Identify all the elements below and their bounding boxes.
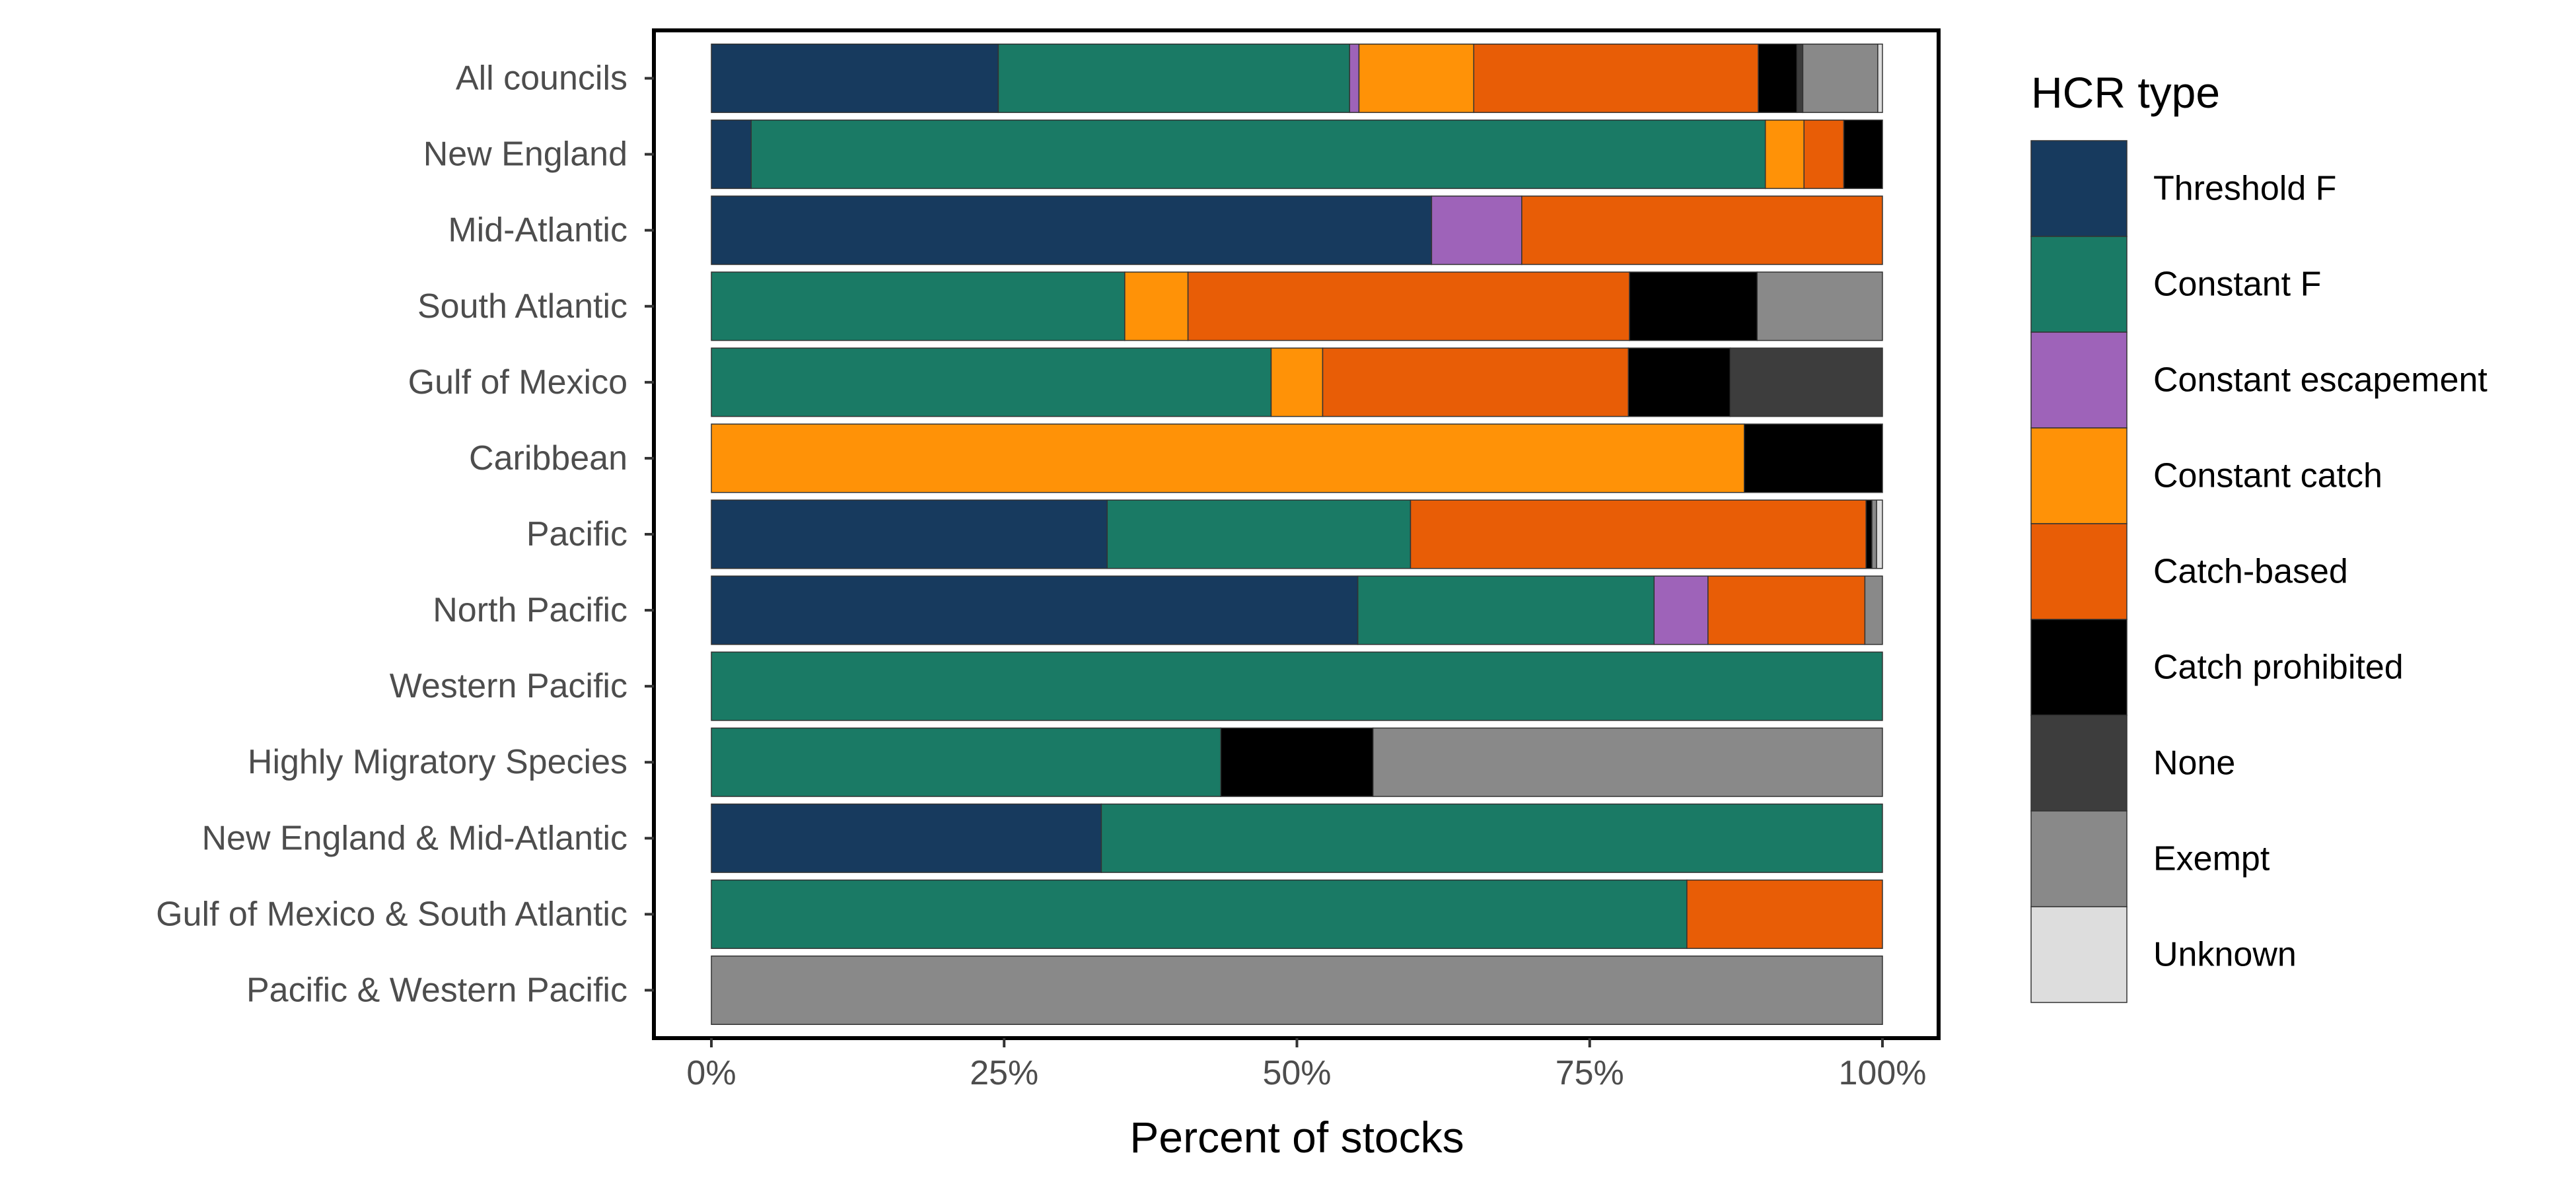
legend-label: Catch-based <box>2153 553 2348 591</box>
category-label: All councils <box>456 59 627 98</box>
category-label: New England & Mid-Atlantic <box>201 819 627 857</box>
bar-segment <box>1431 195 1522 265</box>
bar-segment <box>1187 271 1630 341</box>
bar-segment <box>1758 44 1798 114</box>
bar-segment <box>711 803 1102 873</box>
x-tick-label: 100% <box>1839 1054 1927 1092</box>
bar-segment <box>711 347 1272 417</box>
bar-segment <box>1124 271 1189 341</box>
legend-title: HCR type <box>2031 68 2220 117</box>
x-axis-title: Percent of stocks <box>1129 1113 1464 1162</box>
bar-segment <box>750 120 1766 190</box>
category-label: Gulf of Mexico & South Atlantic <box>156 895 627 933</box>
category-label: Pacific <box>526 515 627 553</box>
category-label: Caribbean <box>469 439 627 477</box>
bar-segment <box>1865 499 1873 569</box>
bar-segment <box>1802 44 1878 114</box>
bar-segment <box>1521 195 1883 265</box>
legend-label: Constant catch <box>2153 457 2382 495</box>
legend-label: None <box>2153 744 2235 783</box>
category-label: Highly Migratory Species <box>248 743 627 781</box>
bar-segment <box>1349 44 1360 114</box>
bar-segment <box>1707 575 1866 645</box>
bar-segment <box>711 195 1433 265</box>
legend-label: Unknown <box>2153 936 2297 974</box>
bar-segment <box>711 120 752 190</box>
legend-key <box>2030 619 2128 716</box>
bar-segment <box>1871 499 1877 569</box>
bar-segment <box>1357 575 1655 645</box>
legend-label: Threshold F <box>2153 170 2336 208</box>
bar-segment <box>711 271 1126 341</box>
legend-key <box>2030 427 2128 524</box>
category-label: Pacific & Western Pacific <box>246 971 627 1009</box>
bar-segment <box>1877 44 1883 114</box>
bar-segment <box>1764 120 1805 190</box>
bar-segment <box>1653 575 1709 645</box>
legend-key <box>2030 236 2128 333</box>
bar-segment <box>1629 271 1758 341</box>
legend-label: Exempt <box>2153 840 2270 878</box>
bar-segment <box>711 499 1108 569</box>
bar-segment <box>711 44 999 114</box>
bar-segment <box>1628 347 1731 417</box>
bar-segment <box>1100 803 1883 873</box>
legend-label: Constant escapement <box>2153 361 2487 400</box>
category-label: Mid-Atlantic <box>448 211 627 250</box>
category-labels: All councils New England Mid-Atlantic South… <box>156 59 654 1009</box>
bar-segment <box>1410 499 1867 569</box>
x-tick-label: 75% <box>1556 1054 1624 1092</box>
legend-key <box>2030 810 2128 907</box>
legend-label: Constant F <box>2153 265 2321 304</box>
bar-segment <box>711 727 1222 797</box>
category-label: New England <box>423 135 627 174</box>
bar-segment <box>711 955 1883 1025</box>
category-label: Western Pacific <box>390 667 627 705</box>
bar-segment <box>1322 347 1629 417</box>
bars-layer <box>711 44 1883 1025</box>
bar-segment <box>1358 44 1474 114</box>
category-label: North Pacific <box>433 591 627 629</box>
bar-segment <box>1686 879 1883 949</box>
legend-key <box>2030 906 2128 1003</box>
legend: Threshold F Constant F Constant escapement… <box>2030 140 2487 1003</box>
bar-segment <box>1744 423 1883 493</box>
bar-segment <box>711 879 1688 949</box>
category-label: Gulf of Mexico <box>408 363 627 402</box>
x-tick-label: 25% <box>970 1054 1038 1092</box>
bar-segment <box>1270 347 1324 417</box>
bar-segment <box>1220 727 1374 797</box>
x-tick-label: 0% <box>686 1054 736 1092</box>
bar-segment <box>1756 271 1883 341</box>
category-label: South Atlantic <box>417 287 627 326</box>
bar-segment <box>1876 499 1883 569</box>
bar-segment <box>1372 727 1883 797</box>
bar-segment <box>1473 44 1759 114</box>
bar-segment <box>711 423 1745 493</box>
x-tick-label: 50% <box>1262 1054 1331 1092</box>
legend-key <box>2030 332 2128 429</box>
bar-segment <box>711 575 1359 645</box>
bar-segment <box>1864 575 1883 645</box>
bar-segment <box>1803 120 1845 190</box>
legend-label: Catch prohibited <box>2153 649 2404 687</box>
bar-segment <box>997 44 1351 114</box>
legend-key <box>2030 140 2128 237</box>
bar-segment <box>1106 499 1412 569</box>
bar-segment <box>711 651 1883 721</box>
bar-segment <box>1843 120 1883 190</box>
bar-segment <box>1729 347 1883 417</box>
legend-key <box>2030 523 2128 620</box>
legend-key <box>2030 715 2128 812</box>
bar-segment <box>1796 44 1804 114</box>
x-axis-ticks: 0% 25% 50% 75% 100% <box>686 1038 1927 1092</box>
